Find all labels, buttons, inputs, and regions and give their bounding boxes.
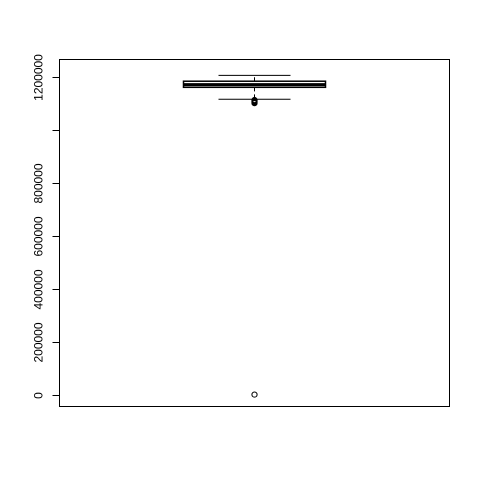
box-group [182, 74, 327, 398]
y-tick-label: 1200000 [32, 54, 46, 101]
y-axis: 0 200000 400000 600000 800000 1200000 [32, 54, 60, 399]
outlier-point [251, 391, 258, 398]
y-tick-label: 0 [32, 392, 46, 399]
y-tick-label: 600000 [32, 216, 46, 256]
plot-frame [59, 59, 450, 407]
y-tick-label: 800000 [32, 163, 46, 203]
y-tick-label: 200000 [32, 322, 46, 362]
y-tick-label: 400000 [32, 269, 46, 309]
outlier-point [251, 96, 258, 104]
